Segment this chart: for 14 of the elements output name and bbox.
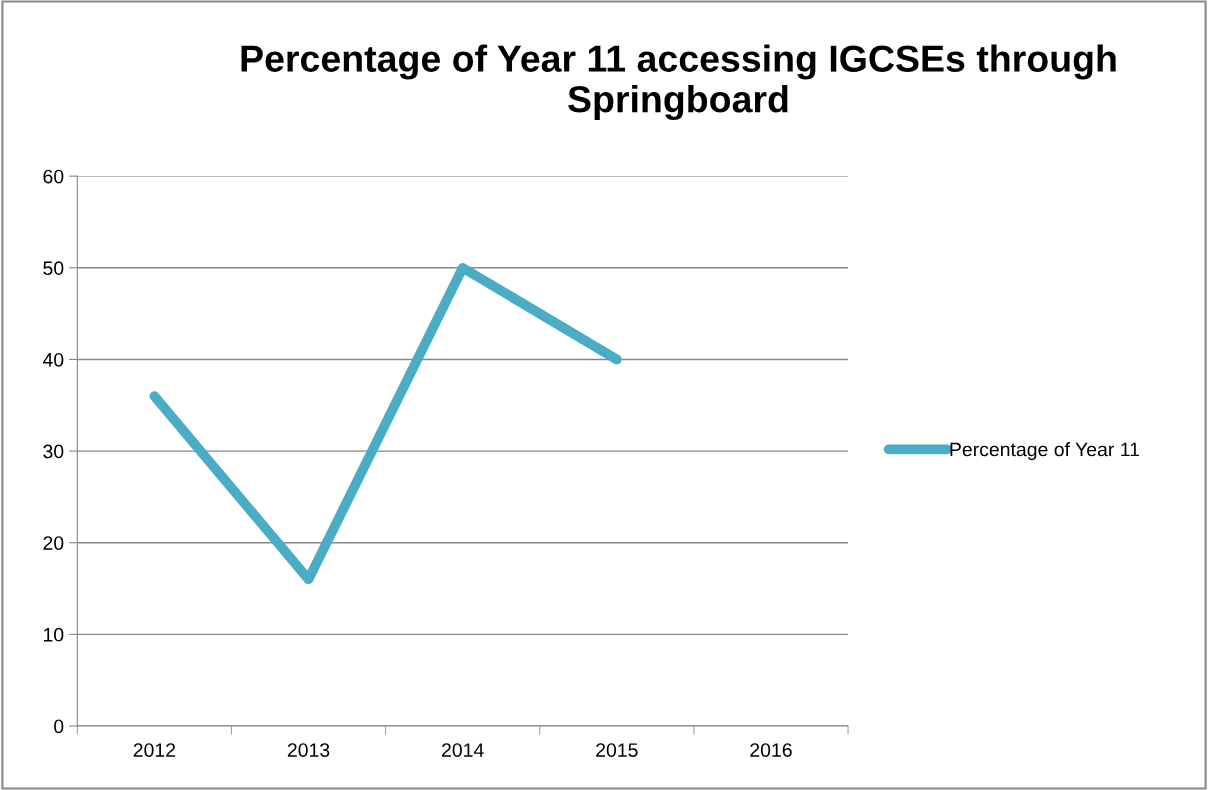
y-tick-label: 30 bbox=[43, 444, 64, 459]
y-tick-label: 20 bbox=[43, 536, 64, 550]
x-tick-label: 2015 bbox=[596, 743, 638, 757]
chart-title: Percentage of Year 11 accessing IGCSEs through Springboard bbox=[241, 44, 1116, 121]
y-tick-label: 10 bbox=[43, 627, 64, 642]
y-tick-label: 40 bbox=[42, 352, 64, 367]
y-tick-label: 50 bbox=[43, 261, 64, 276]
x-tick-label: 2012 bbox=[133, 743, 176, 757]
y-tick-label: 0 bbox=[54, 719, 64, 734]
x-tick-label: 2016 bbox=[750, 743, 792, 757]
legend-label: Percentage of Year 11 bbox=[950, 442, 1139, 461]
x-tick-label: 2013 bbox=[287, 743, 330, 757]
y-tick-label: 60 bbox=[43, 169, 64, 184]
x-tick-label: 2014 bbox=[442, 743, 484, 757]
